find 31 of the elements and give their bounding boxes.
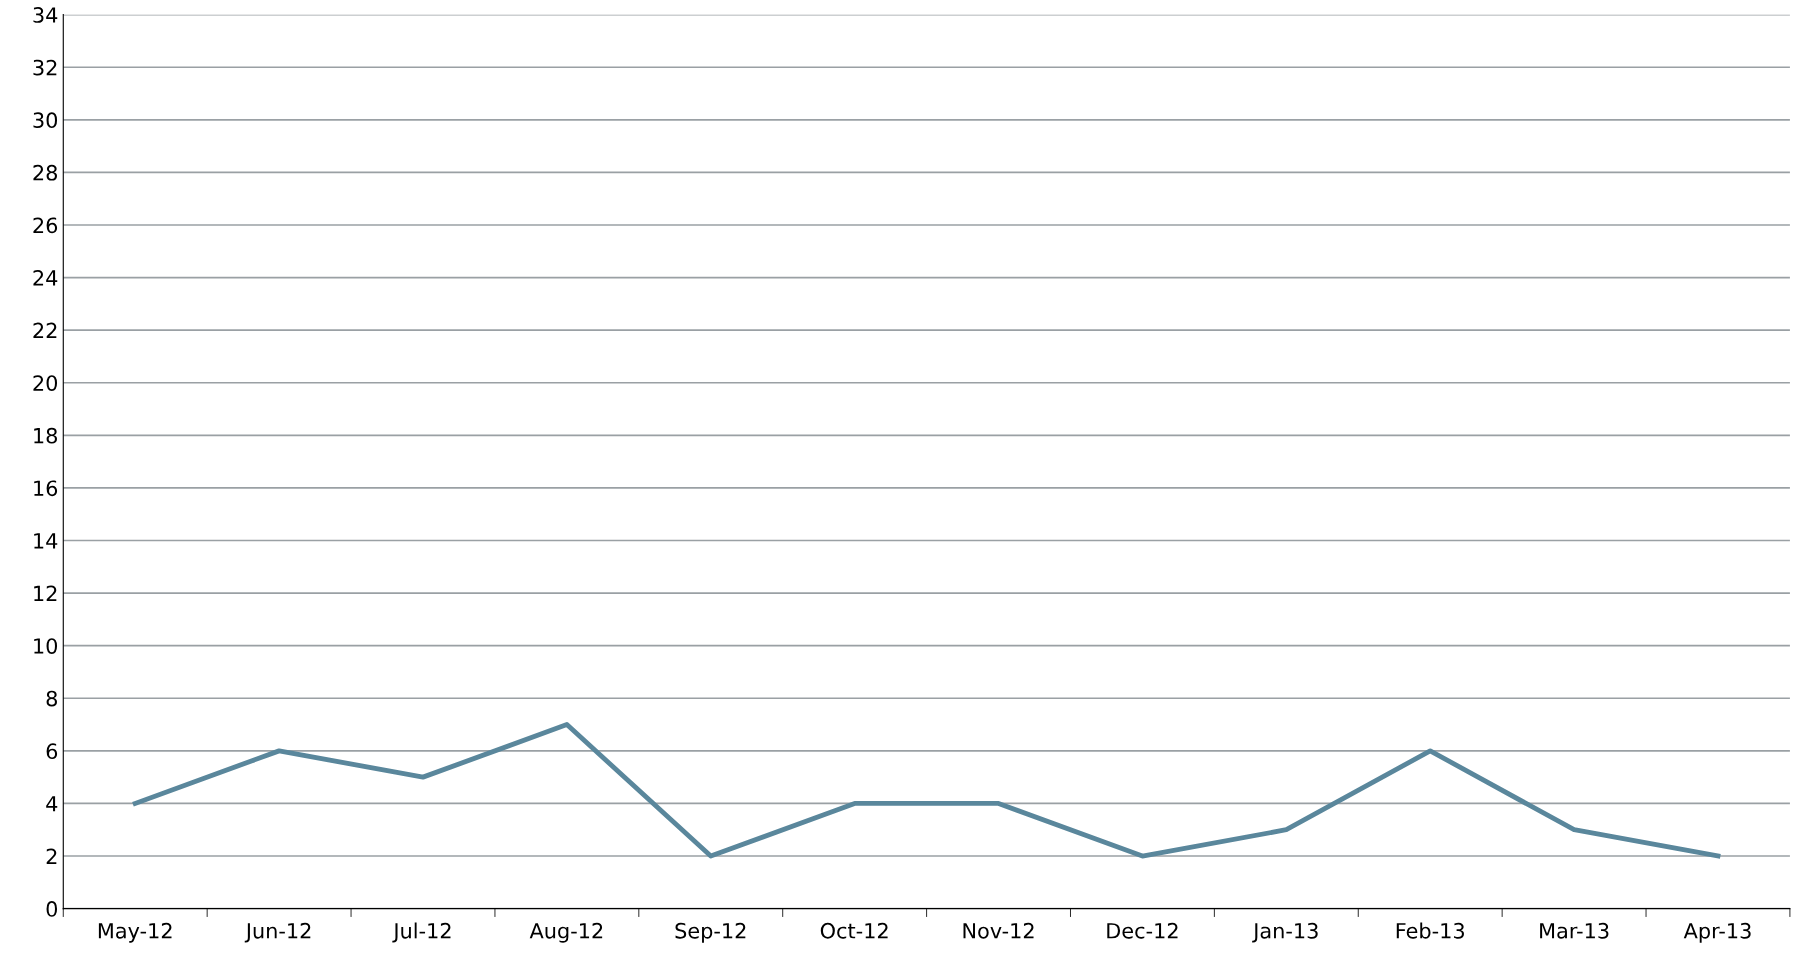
x-tick-label: Dec-12 [1107, 922, 1178, 939]
y-tick-label: 26 [33, 217, 58, 234]
y-tick-label: 30 [33, 112, 58, 129]
y-tick-label: 28 [33, 164, 57, 181]
x-tick-label: Feb-13 [1396, 922, 1464, 939]
x-tick-label: Oct-12 [820, 922, 888, 939]
x-tick-label: Apr-13 [1683, 922, 1751, 943]
y-tick-label: 8 [46, 690, 57, 707]
x-tick-label: Nov-12 [963, 922, 1034, 939]
y-tick-label: 4 [46, 796, 58, 812]
y-tick-label: 18 [34, 427, 57, 444]
y-tick-label: 6 [46, 743, 58, 760]
y-tick-label: 0 [46, 901, 58, 917]
y-tick-label: 24 [33, 270, 58, 286]
y-tick-label: 32 [33, 59, 57, 76]
y-tick-label: 20 [33, 375, 58, 391]
y-tick-label: 10 [34, 638, 58, 654]
x-tick-label: Jan-13 [1252, 922, 1318, 943]
x-tick-label: Sep-12 [675, 922, 746, 943]
y-tick-label: 2 [46, 848, 57, 864]
y-tick-label: 14 [34, 533, 58, 549]
y-tick-label: 16 [34, 480, 58, 497]
x-tick-label: Aug-12 [529, 922, 603, 943]
y-tick-label: 34 [33, 7, 58, 23]
line-series [132, 722, 1721, 859]
x-tick-label: Jul-12 [392, 922, 451, 943]
y-tick-label: 12 [34, 585, 57, 602]
y-tick-label: 22 [33, 322, 57, 339]
x-tick-label: May-12 [98, 922, 172, 943]
x-tick-label: Jun-12 [244, 922, 311, 943]
x-tick-label: Mar-13 [1540, 922, 1609, 939]
